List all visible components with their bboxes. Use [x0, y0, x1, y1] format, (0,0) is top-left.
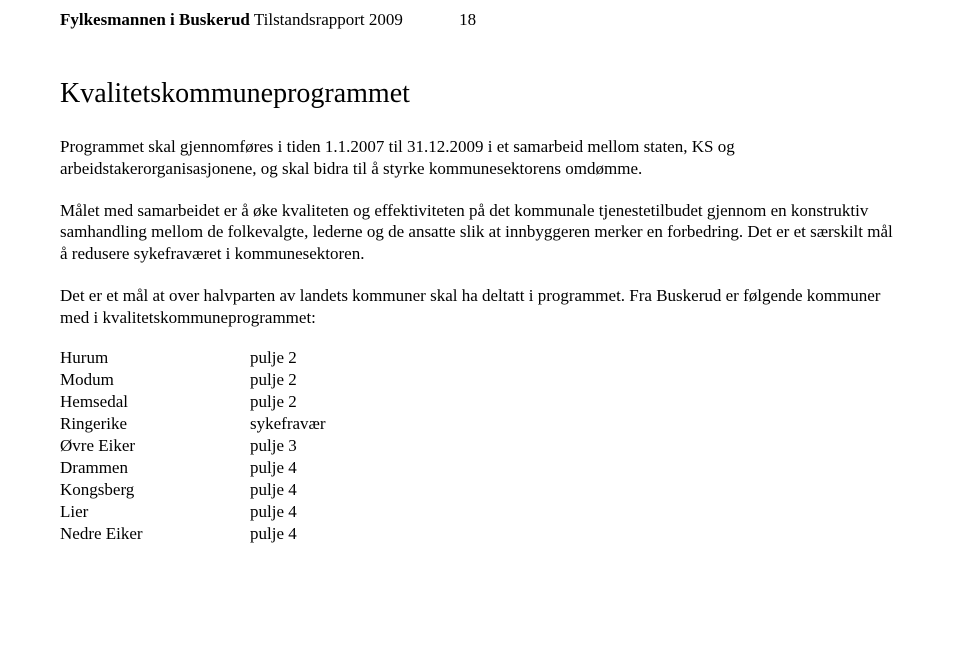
document-page: Fylkesmannen i Buskerud Tilstandsrapport… — [0, 0, 959, 546]
list-item-value: pulje 4 — [250, 458, 326, 480]
paragraph-1: Programmet skal gjennomføres i tiden 1.1… — [60, 136, 899, 180]
list-item-name: Modum — [60, 370, 250, 392]
list-item-value: pulje 2 — [250, 392, 326, 414]
list-item-name: Øvre Eiker — [60, 436, 250, 458]
list-item-name: Kongsberg — [60, 480, 250, 502]
list-item-name: Lier — [60, 502, 250, 524]
list-item: Ringerike sykefravær — [60, 414, 326, 436]
list-item: Lier pulje 4 — [60, 502, 326, 524]
list-item-name: Hurum — [60, 348, 250, 370]
document-title: Kvalitetskommuneprogrammet — [60, 78, 899, 110]
paragraph-3: Det er et mål at over halvparten av land… — [60, 285, 899, 329]
list-item-value: pulje 4 — [250, 480, 326, 502]
page-number: 18 — [459, 10, 476, 30]
list-item-value: sykefravær — [250, 414, 326, 436]
list-item-name: Ringerike — [60, 414, 250, 436]
list-item-name: Hemsedal — [60, 392, 250, 414]
list-item-value: pulje 4 — [250, 502, 326, 524]
list-item-name: Nedre Eiker — [60, 524, 250, 546]
header-report: Tilstandsrapport 2009 — [250, 10, 403, 29]
list-item: Øvre Eiker pulje 3 — [60, 436, 326, 458]
header-org: Fylkesmannen i Buskerud — [60, 10, 250, 29]
paragraph-2: Målet med samarbeidet er å øke kvalitete… — [60, 200, 899, 265]
list-item: Hurum pulje 2 — [60, 348, 326, 370]
list-item: Nedre Eiker pulje 4 — [60, 524, 326, 546]
list-item-value: pulje 3 — [250, 436, 326, 458]
page-header: Fylkesmannen i Buskerud Tilstandsrapport… — [60, 10, 899, 30]
list-item-value: pulje 2 — [250, 370, 326, 392]
list-item-name: Drammen — [60, 458, 250, 480]
list-item-value: pulje 2 — [250, 348, 326, 370]
list-item: Kongsberg pulje 4 — [60, 480, 326, 502]
list-item: Drammen pulje 4 — [60, 458, 326, 480]
kommune-list: Hurum pulje 2 Modum pulje 2 Hemsedal pul… — [60, 348, 326, 546]
list-item-value: pulje 4 — [250, 524, 326, 546]
list-item: Hemsedal pulje 2 — [60, 392, 326, 414]
list-item: Modum pulje 2 — [60, 370, 326, 392]
